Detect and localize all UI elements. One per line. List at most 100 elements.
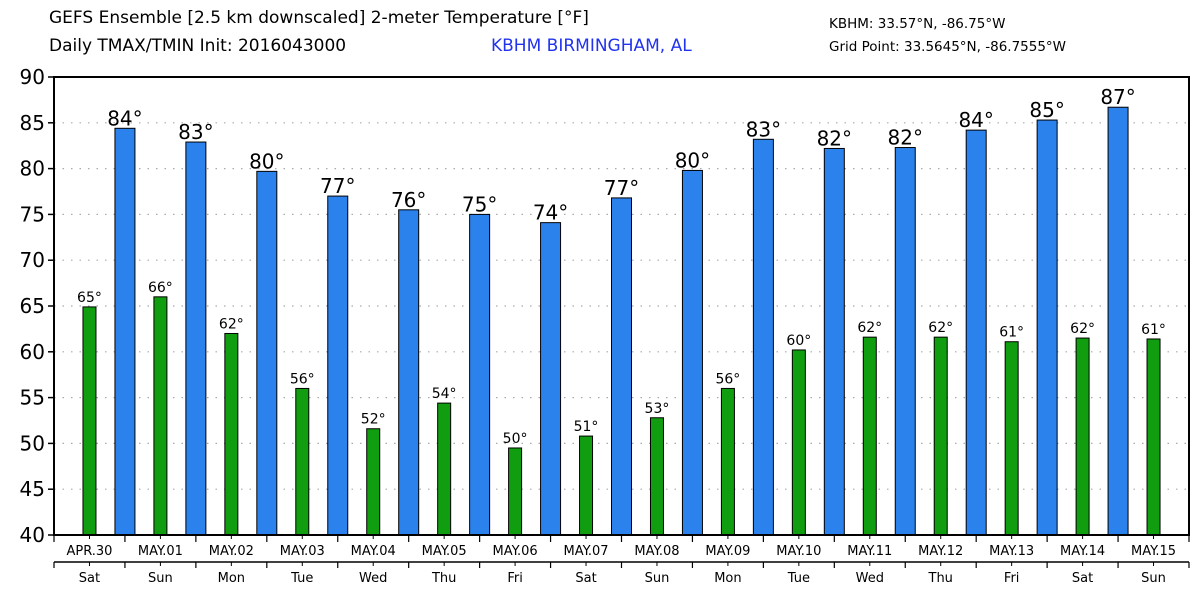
y-tick-label: 45 <box>20 477 45 501</box>
tmin-label: 53° <box>645 401 670 417</box>
tmin-bar <box>720 387 735 536</box>
y-tick-label: 50 <box>20 431 45 455</box>
tmin-bar <box>649 417 664 536</box>
y-tick-label: 55 <box>20 386 45 410</box>
tmax-label: 77° <box>604 176 639 200</box>
bar-labels: 65° 66° 62° 56° 52° 54° 50° 51° 53° 56° 60° 62° 62° 6… <box>77 85 1166 447</box>
y-tick-label: 75 <box>20 202 45 226</box>
date-label: MAY.07 <box>563 544 608 559</box>
tmax-label: 84° <box>107 106 142 130</box>
tmax-bar <box>469 213 491 536</box>
y-tick-label: 70 <box>20 248 45 272</box>
tmin-bar <box>508 447 523 536</box>
tmax-label: 80° <box>249 149 284 173</box>
date-label: MAY.06 <box>493 544 538 559</box>
tmin-label: 51° <box>574 419 599 435</box>
tmin-label: 50° <box>503 431 528 447</box>
tmin-label: 62° <box>219 316 244 332</box>
tmax-label: 83° <box>178 120 213 144</box>
tmax-label: 80° <box>675 148 710 172</box>
tmin-bar <box>153 296 168 536</box>
station-name: KBHM BIRMINGHAM, AL <box>491 36 692 56</box>
weekday-label: Wed <box>359 571 387 586</box>
y-tick-label: 60 <box>20 340 45 364</box>
tmin-label: 66° <box>148 280 173 296</box>
tmax-bar <box>1036 119 1058 536</box>
weekday-label: Thu <box>928 571 953 586</box>
tmin-bar <box>791 349 806 536</box>
date-label: MAY.15 <box>1131 544 1176 559</box>
weekday-label: Mon <box>218 571 245 586</box>
tmax-bar <box>611 197 632 536</box>
station-coordinates: KBHM: 33.57°N, -86.75°W <box>829 16 1006 32</box>
tmax-bar <box>185 141 207 536</box>
tmin-bar <box>224 332 239 536</box>
date-label: MAY.10 <box>776 544 821 559</box>
tmax-bar <box>540 222 562 536</box>
weekday-label: Thu <box>431 571 456 586</box>
tmax-bar <box>894 147 916 536</box>
weekday-label: Sat <box>79 571 100 586</box>
y-tick-label: 40 <box>20 523 45 547</box>
tmax-bar <box>256 170 278 536</box>
weekday-label: Tue <box>290 571 313 586</box>
tmin-label: 61° <box>1141 322 1166 338</box>
weekday-label: Sat <box>1072 571 1093 586</box>
y-tick-label: 65 <box>20 294 45 318</box>
tmin-bar <box>1004 341 1019 536</box>
date-label: MAY.08 <box>634 544 679 559</box>
tmin-bar <box>933 336 948 536</box>
tmin-bar <box>1075 337 1090 536</box>
tmax-label: 82° <box>817 126 852 150</box>
tmax-bar <box>752 138 774 536</box>
tmin-bar <box>579 435 594 536</box>
tmax-bar <box>398 209 420 536</box>
tmax-label: 83° <box>746 117 781 141</box>
y-tick-label: 90 <box>20 65 45 89</box>
tmin-bar <box>295 387 310 536</box>
weekday-label: Mon <box>714 571 741 586</box>
date-label: MAY.05 <box>422 544 467 559</box>
tmin-label: 62° <box>928 320 953 336</box>
tmin-bar <box>82 306 97 536</box>
tmin-label: 65° <box>77 290 102 306</box>
tmin-bar <box>1146 338 1161 536</box>
date-label: APR.30 <box>66 544 112 559</box>
weekday-label: Sun <box>1141 571 1166 586</box>
weekday-label: Fri <box>1004 571 1020 586</box>
tmin-label: 54° <box>432 386 457 402</box>
date-label: MAY.14 <box>1060 544 1105 559</box>
grid-point-coordinates: Grid Point: 33.5645°N, -86.7555°W <box>829 39 1067 55</box>
date-label: MAY.12 <box>918 544 963 559</box>
tmin-label: 62° <box>1070 321 1095 337</box>
weekday-label: Sun <box>148 571 173 586</box>
tmin-label: 56° <box>290 371 315 387</box>
weekday-label: Wed <box>856 571 884 586</box>
chart-title: GEFS Ensemble [2.5 km downscaled] 2-mete… <box>49 8 589 28</box>
tmax-label: 74° <box>533 201 568 225</box>
date-label: MAY.09 <box>705 544 750 559</box>
chart-subtitle: Daily TMAX/TMIN Init: 2016043000 <box>49 36 347 56</box>
weekday-label: Sun <box>645 571 670 586</box>
date-label: MAY.03 <box>280 544 325 559</box>
date-label: MAY.04 <box>351 544 396 559</box>
tmin-label: 61° <box>999 325 1024 341</box>
tmax-label: 75° <box>462 192 497 216</box>
tmax-label: 77° <box>320 174 355 198</box>
axes: 40 45 50 55 60 65 70 75 80 85 90 APR.30 MAY.01 MAY.02… <box>20 65 1190 586</box>
y-tick-label: 85 <box>20 111 45 135</box>
date-label: MAY.13 <box>989 544 1034 559</box>
tmax-label: 82° <box>888 126 923 150</box>
date-label: MAY.02 <box>209 544 254 559</box>
tmax-label: 76° <box>391 188 426 212</box>
weekday-label: Fri <box>507 571 523 586</box>
date-label: MAY.01 <box>138 544 183 559</box>
tmax-bar <box>681 169 703 536</box>
tmax-bar <box>965 129 987 536</box>
tmax-label: 87° <box>1100 85 1135 109</box>
tmin-label: 52° <box>361 412 386 428</box>
tmax-bar <box>327 195 349 536</box>
tmax-label: 85° <box>1029 98 1064 122</box>
y-tick-label: 80 <box>20 157 45 181</box>
